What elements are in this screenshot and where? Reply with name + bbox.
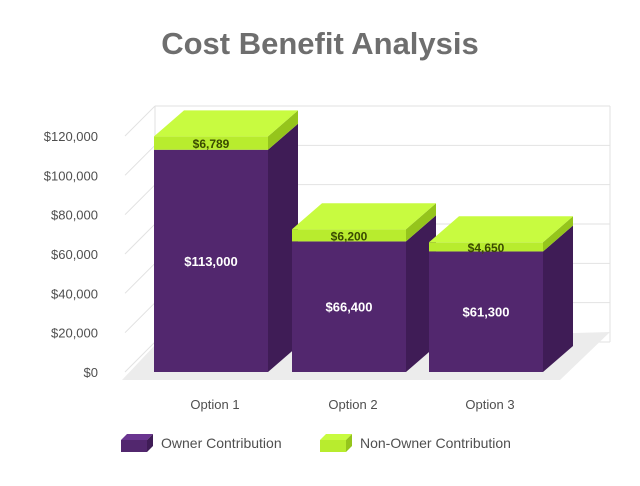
bar-owner bbox=[292, 241, 406, 372]
bar-owner-side bbox=[268, 123, 298, 373]
legend: Owner Contribution Non-Owner Contributio… bbox=[0, 434, 640, 456]
y-tick-label: $100,000 bbox=[44, 168, 98, 183]
grid-connector bbox=[124, 184, 156, 216]
y-tick-label: $80,000 bbox=[51, 208, 98, 223]
grid-connector bbox=[124, 341, 156, 373]
grid-connector bbox=[124, 144, 156, 176]
legend-label-nonowner: Non-Owner Contribution bbox=[360, 435, 511, 451]
bar-top bbox=[154, 110, 298, 137]
legend-label-owner: Owner Contribution bbox=[161, 435, 282, 451]
bar-nonowner-side bbox=[268, 110, 298, 150]
x-tick-label: Option 1 bbox=[190, 397, 239, 412]
bar-nonowner-side bbox=[543, 216, 573, 252]
bar-owner-side bbox=[543, 225, 573, 372]
grid-connector bbox=[124, 105, 156, 137]
bar-top bbox=[292, 203, 436, 230]
bar-nonowner bbox=[429, 242, 543, 252]
bar-owner bbox=[154, 149, 268, 372]
chart-title: Cost Benefit Analysis bbox=[161, 26, 479, 61]
legend-item-nonowner: Non-Owner Contribution bbox=[320, 434, 511, 452]
y-tick-label: $40,000 bbox=[51, 286, 98, 301]
legend-swatch-owner bbox=[121, 434, 153, 452]
data-label-owner: $113,000 bbox=[184, 254, 238, 269]
y-tick-label: $120,000 bbox=[44, 129, 98, 144]
bar-top bbox=[429, 216, 573, 243]
data-label-nonowner: $4,650 bbox=[468, 241, 505, 255]
grid-connector bbox=[124, 302, 156, 334]
data-label-nonowner: $6,200 bbox=[331, 229, 368, 243]
y-tick-label: $20,000 bbox=[51, 326, 98, 341]
y-tick-label: $0 bbox=[84, 365, 98, 380]
bar-owner bbox=[429, 251, 543, 372]
bar-nonowner bbox=[154, 136, 268, 150]
x-tick-label: Option 2 bbox=[328, 397, 377, 412]
grid-connector bbox=[124, 262, 156, 294]
data-label-owner: $61,300 bbox=[463, 305, 510, 320]
bar-nonowner-side bbox=[406, 203, 436, 242]
y-tick-label: $60,000 bbox=[51, 247, 98, 262]
legend-item-owner: Owner Contribution bbox=[121, 434, 282, 452]
bar-nonowner bbox=[292, 229, 406, 242]
grid-connector bbox=[124, 223, 156, 255]
legend-swatch-nonowner bbox=[320, 434, 352, 452]
x-tick-label: Option 3 bbox=[465, 397, 514, 412]
bar-owner-side bbox=[406, 215, 436, 372]
data-label-owner: $66,400 bbox=[326, 300, 373, 315]
data-label-nonowner: $6,789 bbox=[193, 137, 230, 151]
